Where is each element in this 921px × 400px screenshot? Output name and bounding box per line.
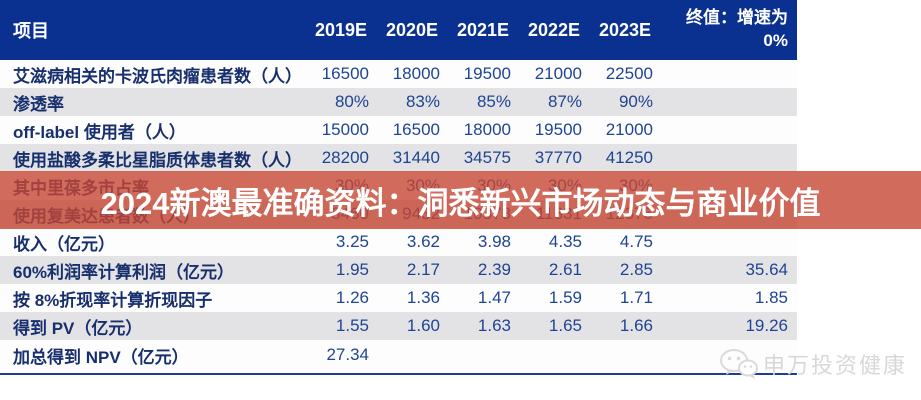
row-label: 艾滋病相关的卡波氏肉瘤患者数（人） <box>13 66 300 86</box>
cell-value: 1.95 <box>335 260 369 279</box>
cell-value: 37770 <box>534 148 582 167</box>
table-row-revenue: 收入（亿元） 3.25 3.62 3.98 4.35 4.75 <box>0 228 797 256</box>
row-label: 使用盐酸多柔比星脂质体患者数（人） <box>13 150 300 170</box>
table-row-penetration: 渗透率 80% 83% 85% 87% 90% <box>0 88 797 116</box>
cell-value: 3.25 <box>335 232 369 251</box>
cell-value: 21000 <box>534 64 582 83</box>
table-row-doxorubicin-patients: 使用盐酸多柔比星脂质体患者数（人） 28200 31440 34575 3777… <box>0 144 797 172</box>
cell-value: 1.55 <box>335 316 369 335</box>
table-row-profit-60pct: 60%利润率计算利润（亿元） 1.95 2.17 2.39 2.61 2.85 … <box>0 256 797 284</box>
promo-banner-overlay: 2024新澳最准确资料：洞悉新兴市场动态与商业价值 <box>0 171 921 229</box>
row-label: off-label 使用者（人） <box>13 122 186 142</box>
header-year-2019e: 2019E <box>314 19 367 40</box>
cell-value: 1.63 <box>477 316 511 335</box>
header-terminal-value: 终值：增速为 0% <box>655 7 797 53</box>
cell-value: 1.36 <box>406 288 440 307</box>
header-project: 项目 <box>13 21 49 41</box>
cell-value: 22500 <box>605 64 653 83</box>
cell-value: 18000 <box>463 120 511 139</box>
cell-value: 2.85 <box>619 260 653 279</box>
cell-value: 19500 <box>463 64 511 83</box>
cell-value: 4.75 <box>619 232 653 251</box>
cell-value: 28200 <box>321 148 369 167</box>
header-year-2021e: 2021E <box>456 19 509 40</box>
cell-value: 1.59 <box>548 288 582 307</box>
header-terminal-line2: 0% <box>763 31 788 50</box>
table-bottom-rule <box>0 373 797 375</box>
cell-terminal: 35.64 <box>745 260 788 279</box>
cell-terminal: 1.85 <box>754 288 788 307</box>
cell-value: 1.66 <box>619 316 653 335</box>
promo-banner-text: 2024新澳最准确资料：洞悉新兴市场动态与商业价值 <box>100 185 821 221</box>
table-row-discount-factor: 按 8%折现率计算折现因子 1.26 1.36 1.47 1.59 1.71 1… <box>0 284 797 312</box>
cell-value: 31440 <box>392 148 440 167</box>
cell-value: 85% <box>476 92 511 111</box>
cell-terminal: 19.26 <box>745 316 788 335</box>
header-year-2020e: 2020E <box>385 19 438 40</box>
cell-value: 80% <box>334 92 369 111</box>
cell-value: 1.26 <box>335 288 369 307</box>
cell-value: 3.62 <box>406 232 440 251</box>
row-label: 加总得到 NPV（亿元） <box>13 347 189 367</box>
table-row-offlabel-users: off-label 使用者（人） 15000 16500 18000 19500… <box>0 116 797 144</box>
cell-value: 21000 <box>605 120 653 139</box>
cell-value: 4.35 <box>548 232 582 251</box>
cell-value: 2.39 <box>477 260 511 279</box>
row-label: 按 8%折现率计算折现因子 <box>13 290 213 310</box>
cell-value: 1.71 <box>619 288 653 307</box>
watermark: 申万投资健康 <box>719 348 907 380</box>
cell-value: 2.61 <box>548 260 582 279</box>
cell-value: 1.65 <box>548 316 582 335</box>
cell-value: 27.34 <box>326 345 369 364</box>
cell-value: 1.47 <box>477 288 511 307</box>
row-label: 收入（亿元） <box>13 234 115 254</box>
watermark-text: 申万投资健康 <box>762 353 907 378</box>
cell-value: 16500 <box>321 64 369 83</box>
cell-value: 83% <box>405 92 440 111</box>
table-row-pv: 得到 PV（亿元） 1.55 1.60 1.63 1.65 1.66 19.26 <box>0 312 797 340</box>
row-label: 得到 PV（亿元） <box>13 318 143 338</box>
table-row-ks-patients: 艾滋病相关的卡波氏肉瘤患者数（人） 16500 18000 19500 2100… <box>0 60 797 88</box>
header-year-2023e: 2023E <box>598 19 651 40</box>
wechat-icon <box>719 349 758 379</box>
cell-value: 1.60 <box>406 316 440 335</box>
cell-value: 34575 <box>463 148 511 167</box>
cell-value: 18000 <box>392 64 440 83</box>
header-year-2022e: 2022E <box>527 19 580 40</box>
cell-value: 16500 <box>392 120 440 139</box>
cell-value: 87% <box>547 92 582 111</box>
header-terminal-line1: 终值：增速为 <box>686 8 788 28</box>
table-row-npv: 加总得到 NPV（亿元） 27.34 <box>0 340 797 370</box>
cell-value: 90% <box>618 92 653 111</box>
cell-value: 41250 <box>605 148 653 167</box>
cell-value: 19500 <box>534 120 582 139</box>
row-label: 渗透率 <box>13 94 64 114</box>
cell-value: 15000 <box>321 120 369 139</box>
cell-value: 3.98 <box>477 232 511 251</box>
table-header-row: 项目 2019E 2020E 2021E 2022E 2023E 终值：增速为 … <box>0 0 797 60</box>
row-label: 60%利润率计算利润（亿元） <box>13 262 235 282</box>
cell-value: 2.17 <box>406 260 440 279</box>
